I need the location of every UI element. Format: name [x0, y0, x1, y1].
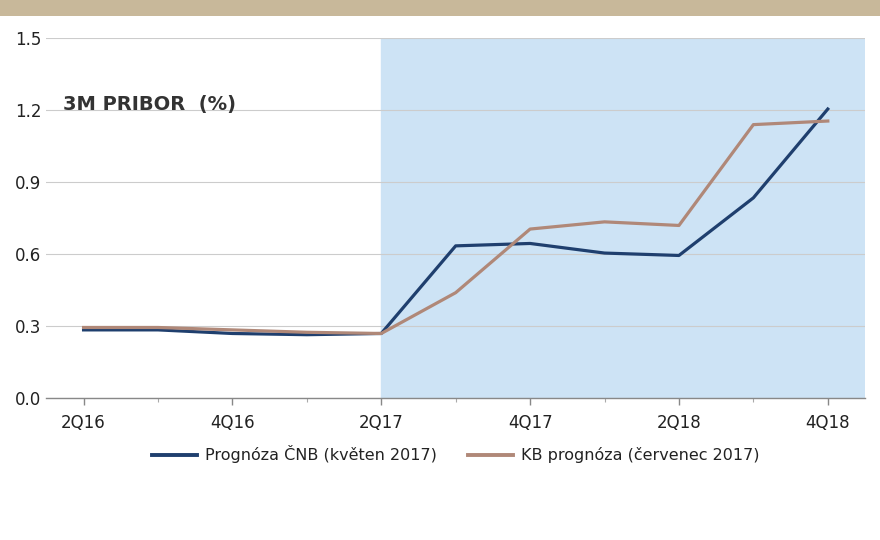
- Bar: [381, 38, 865, 399]
- Text: 3M PRIBOR  (%): 3M PRIBOR (%): [62, 95, 236, 114]
- Legend: Prognóza ČNB (květen 2017), KB prognóza (červenec 2017): Prognóza ČNB (květen 2017), KB prognóza …: [145, 439, 766, 470]
